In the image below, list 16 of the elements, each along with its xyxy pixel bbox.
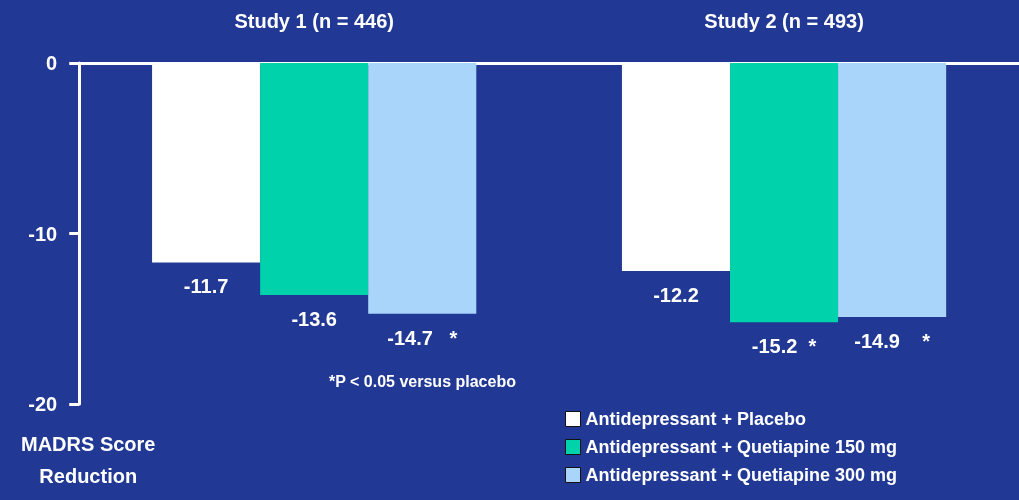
legend-label: Antidepressant + Quetiapine 150 mg xyxy=(585,437,898,457)
data-label: -14.9 * xyxy=(854,330,931,353)
data-label: -15.2 * xyxy=(751,335,817,358)
legend-label: Antidepressant + Placebo xyxy=(585,409,807,429)
data-label: -14.7 * xyxy=(387,326,458,349)
y-tick-label: -10 xyxy=(28,222,58,245)
data-label: -11.7 xyxy=(183,275,229,298)
y-axis-title: MADRS Score Reduction xyxy=(20,433,156,487)
x-tick-label: Study 2 (n = 493) xyxy=(704,10,864,32)
legend-label: Antidepressant + Quetiapine 300 mg xyxy=(585,465,898,485)
data-label: -12.2 xyxy=(653,284,699,307)
x-tick-label: Study 1 (n = 446) xyxy=(234,10,394,32)
annotation: *P < 0.05 versus placebo xyxy=(329,372,517,390)
y-tick-label: -20 xyxy=(28,393,58,415)
y-tick-label: 0 xyxy=(46,52,58,74)
data-label: -13.6 xyxy=(291,307,337,330)
